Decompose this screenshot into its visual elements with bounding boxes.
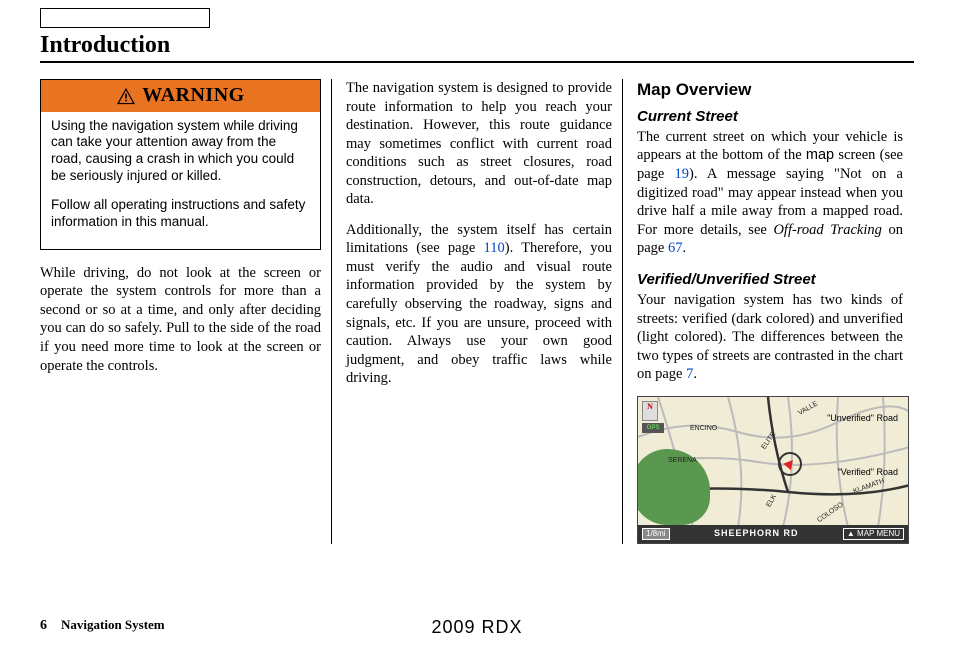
cs-map-word: map bbox=[806, 147, 834, 163]
map-screenshot: N GPS "Unverified" Road "Verified" Road … bbox=[637, 396, 909, 544]
footer-section: Navigation System bbox=[61, 617, 165, 633]
v-text-a: Your navigation system has two kinds of … bbox=[637, 292, 903, 382]
cs-italic: Off-road Tracking bbox=[773, 222, 881, 238]
col2-p2: Additionally, the system itself has cert… bbox=[346, 221, 612, 388]
road-serena: SERENA bbox=[668, 457, 697, 466]
map-menu-button: ▲ MAP MENU bbox=[843, 528, 904, 540]
page-footer: 6 Navigation System 2009 RDX bbox=[40, 617, 914, 634]
warning-p1: Using the navigation system while drivin… bbox=[51, 118, 310, 186]
cs-text-e: . bbox=[683, 240, 687, 256]
warning-p2: Follow all operating instructions and sa… bbox=[51, 197, 310, 231]
column-1: WARNING Using the navigation system whil… bbox=[40, 79, 331, 544]
page-link-110[interactable]: 110 bbox=[484, 240, 505, 256]
compass-n: N bbox=[647, 402, 653, 411]
label-verified: "Verified" Road bbox=[838, 467, 898, 479]
col2-p1: The navigation system is designed to pro… bbox=[346, 79, 612, 209]
content-columns: WARNING Using the navigation system whil… bbox=[40, 79, 914, 544]
header-rule-box bbox=[40, 8, 210, 28]
warning-body: Using the navigation system while drivin… bbox=[41, 112, 320, 249]
verified-heading: Verified/Unverified Street bbox=[637, 270, 903, 289]
warning-triangle-icon bbox=[116, 87, 136, 105]
current-street-heading: Current Street bbox=[637, 107, 903, 126]
page-link-67[interactable]: 67 bbox=[668, 240, 683, 256]
map-scale: 1/8mi bbox=[642, 528, 670, 540]
page-number: 6 bbox=[40, 618, 47, 634]
vehicle-cursor-icon bbox=[778, 452, 802, 476]
map-bottom-bar: 1/8mi SHEEPHORN RD ▲ MAP MENU bbox=[638, 525, 908, 543]
current-street-p: The current street on which your vehicle… bbox=[637, 128, 903, 258]
verified-p: Your navigation system has two kinds of … bbox=[637, 291, 903, 384]
footer-model: 2009 RDX bbox=[431, 617, 522, 638]
map-overview-heading: Map Overview bbox=[637, 79, 903, 101]
warning-header-text: WARNING bbox=[142, 83, 244, 109]
map-street-name: SHEEPHORN RD bbox=[714, 528, 799, 540]
page-link-19[interactable]: 19 bbox=[675, 166, 690, 182]
v-text-b: . bbox=[693, 366, 697, 382]
col2-p2b: ). Therefore, you must verify the audio … bbox=[346, 240, 612, 386]
label-unverified: "Unverified" Road bbox=[827, 413, 898, 425]
col1-p1: While driving, do not look at the screen… bbox=[40, 264, 321, 375]
column-3: Map Overview Current Street The current … bbox=[622, 79, 913, 544]
page-title: Introduction bbox=[40, 32, 914, 63]
compass-icon: N bbox=[642, 401, 658, 421]
road-encino: ENCINO bbox=[690, 425, 717, 434]
warning-header: WARNING bbox=[41, 80, 320, 112]
column-2: The navigation system is designed to pro… bbox=[331, 79, 622, 544]
warning-box: WARNING Using the navigation system whil… bbox=[40, 79, 321, 250]
gps-indicator: GPS bbox=[642, 423, 664, 433]
